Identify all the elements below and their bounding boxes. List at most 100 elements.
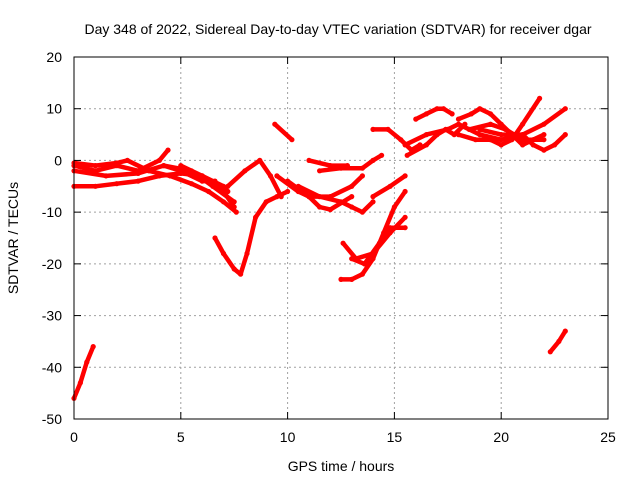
data-point	[404, 152, 410, 158]
data-point	[370, 199, 376, 205]
data-point	[562, 328, 568, 334]
data-point	[520, 137, 526, 143]
data-point	[178, 168, 184, 174]
data-point	[387, 225, 393, 231]
data-point	[340, 240, 346, 246]
data-point	[267, 173, 274, 179]
data-point	[220, 199, 227, 205]
data-point	[423, 132, 429, 138]
data-point	[541, 121, 547, 127]
data-point	[477, 106, 483, 112]
data-point	[434, 132, 440, 138]
data-point	[402, 214, 408, 220]
data-point	[462, 121, 468, 127]
data-point	[317, 194, 323, 200]
data-point	[253, 214, 259, 220]
data-point	[502, 126, 509, 132]
x-tick-label: 5	[177, 429, 185, 445]
data-point	[498, 132, 504, 138]
data-point	[443, 126, 449, 132]
data-point	[449, 111, 455, 117]
data-point	[220, 183, 227, 189]
data-point	[278, 194, 284, 200]
data-point	[231, 199, 237, 205]
data-point	[537, 95, 543, 101]
data-point	[487, 111, 494, 117]
y-tick-label: -30	[42, 308, 62, 324]
data-series-trace	[413, 106, 455, 122]
x-tick-label: 25	[600, 429, 616, 445]
data-point	[90, 344, 96, 350]
data-point	[359, 165, 365, 171]
data-point	[338, 276, 344, 282]
data-point	[295, 183, 301, 189]
data-point	[84, 359, 90, 365]
data-point	[547, 349, 553, 355]
data-point	[455, 132, 462, 138]
data-point	[541, 147, 547, 153]
axis-ticks: 0 5 10 15 20 25 -50 -40 -30 -20 -10 0 10 20	[42, 49, 616, 445]
y-tick-label: -20	[42, 256, 62, 272]
data-point	[552, 142, 558, 148]
data-series-layer	[71, 95, 568, 401]
data-point	[451, 132, 457, 138]
plot-frame	[73, 56, 609, 420]
data-point	[440, 106, 447, 112]
data-point	[541, 137, 547, 143]
y-axis-title: SDTVAR / TECUs	[5, 182, 21, 294]
y-tick-label: 10	[46, 101, 62, 117]
data-point	[359, 271, 365, 277]
data-point	[455, 116, 462, 122]
x-axis-title: GPS time / hours	[288, 458, 395, 474]
data-point	[272, 121, 278, 127]
data-point	[114, 181, 120, 187]
data-point	[135, 170, 141, 176]
data-point	[402, 142, 408, 148]
data-point	[370, 194, 376, 200]
data-point	[541, 132, 547, 138]
data-point	[498, 142, 504, 148]
data-point	[92, 163, 98, 169]
data-point	[361, 261, 368, 267]
data-point	[473, 137, 479, 143]
y-tick-label: 0	[54, 152, 62, 168]
data-point	[385, 126, 391, 132]
data-point	[402, 188, 408, 195]
data-point	[244, 250, 250, 257]
data-point	[477, 132, 483, 138]
data-point	[156, 157, 162, 163]
data-point	[77, 380, 83, 386]
data-point	[349, 276, 355, 282]
x-tick-label: 0	[70, 429, 78, 445]
y-tick-label: -50	[42, 411, 62, 427]
data-point	[306, 194, 312, 200]
data-point	[376, 240, 382, 246]
data-point	[103, 173, 109, 179]
x-tick-label: 15	[387, 429, 403, 445]
data-series-trace	[71, 344, 96, 401]
data-point	[242, 168, 248, 174]
data-point	[178, 163, 184, 169]
chart-title: Day 348 of 2022, Sidereal Day-to-day VTE…	[84, 21, 591, 37]
data-point	[210, 183, 216, 189]
data-point	[161, 163, 167, 169]
data-point	[220, 250, 227, 257]
data-point	[556, 338, 562, 344]
data-point	[231, 266, 237, 272]
data-point	[391, 204, 397, 210]
data-point	[520, 132, 526, 138]
data-point	[379, 152, 385, 158]
data-point	[359, 209, 365, 215]
data-point	[370, 157, 376, 163]
data-series-trace	[225, 158, 284, 199]
data-point	[509, 137, 515, 143]
grid	[74, 57, 608, 419]
data-point	[327, 163, 333, 169]
data-point	[285, 178, 291, 184]
data-point	[466, 126, 472, 132]
data-point	[238, 271, 244, 277]
data-point	[274, 173, 280, 179]
data-point	[306, 157, 312, 163]
data-point	[199, 178, 205, 184]
